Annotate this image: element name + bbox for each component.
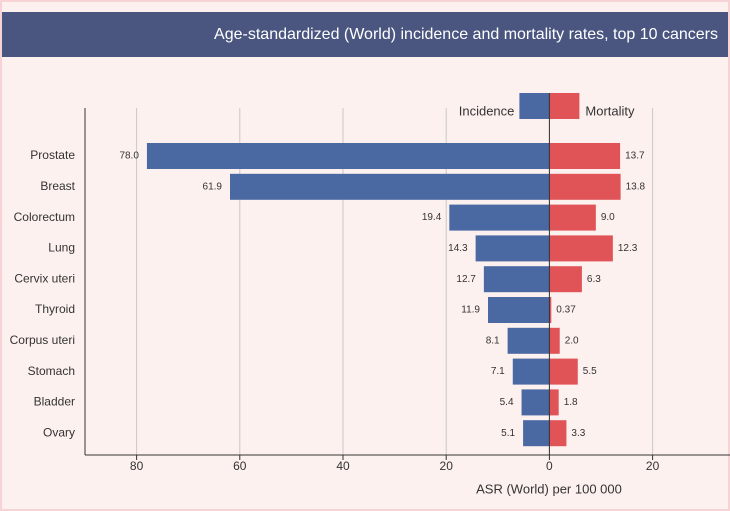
bar (483, 266, 550, 293)
value-label: 3.3 (571, 428, 585, 439)
bar (549, 297, 552, 323)
bar (549, 235, 613, 262)
bar (146, 143, 550, 169)
y-tick-label: Prostate (30, 148, 75, 162)
bar (549, 173, 621, 200)
legend-swatch (519, 93, 550, 119)
y-tick-label: Bladder (34, 395, 75, 409)
y-tick-label: Lung (48, 241, 75, 255)
value-label: 8.1 (486, 335, 500, 346)
legend-swatch (549, 93, 580, 119)
bar (512, 358, 550, 385)
value-label: 13.8 (626, 181, 646, 192)
value-label: 5.5 (583, 366, 597, 377)
bar (229, 173, 550, 200)
bar (549, 420, 567, 447)
value-label: 14.3 (448, 243, 468, 254)
x-tick-label: 40 (336, 459, 350, 473)
x-tick-label: 60 (233, 459, 247, 473)
y-tick-label: Colorectum (14, 210, 75, 224)
bar (507, 327, 550, 354)
y-tick-label: Corpus uteri (10, 333, 75, 347)
value-label: 7.1 (491, 366, 505, 377)
bar (549, 266, 582, 293)
bar (549, 358, 578, 385)
value-label: 9.0 (601, 212, 615, 223)
value-label: 2.0 (565, 335, 579, 346)
y-tick-label: Ovary (43, 425, 75, 439)
bar (549, 204, 596, 231)
bar (487, 297, 550, 323)
bar (549, 389, 559, 416)
chart-title: Age-standardized (World) incidence and m… (214, 26, 718, 43)
bar (521, 389, 550, 416)
value-label: 12.7 (456, 274, 476, 285)
bar (549, 327, 560, 354)
value-label: 5.4 (500, 397, 514, 408)
y-tick-label: Breast (40, 179, 75, 193)
bar (549, 143, 621, 169)
x-axis-label: ASR (World) per 100 000 (476, 481, 622, 496)
x-tick-label: 0 (546, 459, 553, 473)
value-label: 12.3 (618, 243, 638, 254)
bar (523, 420, 550, 447)
value-label: 11.9 (461, 305, 480, 316)
value-label: 1.8 (564, 397, 578, 408)
legend-label: Mortality (585, 103, 635, 118)
x-tick-label: 80 (130, 459, 144, 473)
value-label: 13.7 (625, 151, 645, 162)
y-tick-label: Thyroid (35, 302, 75, 316)
y-tick-label: Cervix uteri (14, 271, 75, 285)
value-label: 61.9 (203, 181, 223, 192)
value-label: 6.3 (587, 274, 601, 285)
bar (475, 235, 550, 262)
value-label: 5.1 (501, 428, 515, 439)
y-tick-label: Stomach (28, 364, 75, 378)
value-label: 0.37 (556, 305, 576, 316)
x-tick-label: 20 (440, 459, 454, 473)
bar (449, 204, 550, 231)
value-label: 78.0 (119, 151, 139, 162)
value-label: 19.4 (422, 212, 442, 223)
legend-label: Incidence (459, 103, 515, 118)
x-tick-label: 20 (646, 459, 660, 473)
title-bar (2, 12, 728, 57)
